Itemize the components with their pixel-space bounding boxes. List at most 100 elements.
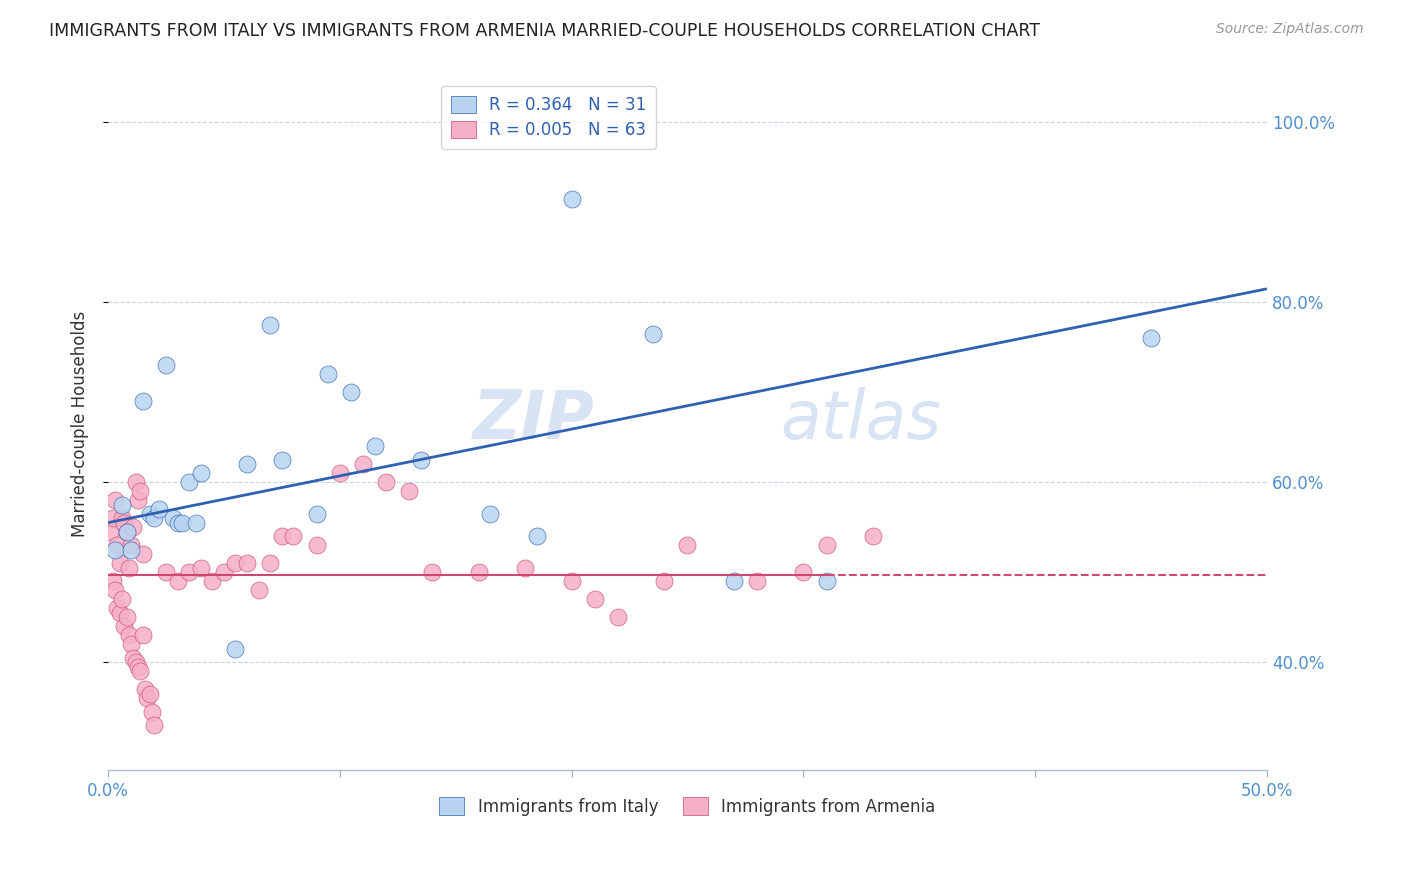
Point bbox=[363, 439, 385, 453]
Point bbox=[104, 583, 127, 598]
Point bbox=[132, 547, 155, 561]
Point bbox=[398, 484, 420, 499]
Point bbox=[375, 475, 398, 490]
Point bbox=[118, 560, 141, 574]
Point bbox=[108, 606, 131, 620]
Point bbox=[111, 592, 134, 607]
Point bbox=[652, 574, 675, 588]
Point bbox=[606, 610, 628, 624]
Point bbox=[138, 507, 160, 521]
Point bbox=[120, 542, 142, 557]
Point bbox=[792, 565, 814, 579]
Point bbox=[641, 326, 664, 341]
Point bbox=[526, 529, 548, 543]
Point bbox=[270, 529, 292, 543]
Point bbox=[127, 659, 149, 673]
Point bbox=[409, 452, 432, 467]
Point bbox=[329, 466, 352, 480]
Point bbox=[143, 511, 166, 525]
Point bbox=[115, 524, 138, 539]
Point bbox=[316, 368, 339, 382]
Point bbox=[305, 507, 328, 521]
Point bbox=[118, 628, 141, 642]
Point bbox=[125, 655, 148, 669]
Point bbox=[129, 484, 152, 499]
Point bbox=[479, 507, 502, 521]
Point bbox=[283, 529, 305, 543]
Point bbox=[155, 565, 177, 579]
Point bbox=[166, 574, 188, 588]
Point bbox=[115, 524, 138, 539]
Point bbox=[112, 619, 135, 633]
Point bbox=[515, 560, 537, 574]
Text: Source: ZipAtlas.com: Source: ZipAtlas.com bbox=[1216, 22, 1364, 37]
Point bbox=[862, 529, 884, 543]
Point bbox=[745, 574, 768, 588]
Point bbox=[224, 556, 246, 570]
Point bbox=[583, 592, 606, 607]
Point bbox=[104, 542, 127, 557]
Point bbox=[270, 452, 292, 467]
Point bbox=[132, 394, 155, 409]
Point bbox=[422, 565, 444, 579]
Point bbox=[259, 318, 281, 332]
Point bbox=[723, 574, 745, 588]
Point bbox=[247, 583, 270, 598]
Point bbox=[676, 538, 699, 552]
Text: atlas: atlas bbox=[780, 387, 941, 453]
Point bbox=[141, 705, 163, 719]
Point bbox=[224, 641, 246, 656]
Point bbox=[104, 493, 127, 508]
Point bbox=[815, 574, 838, 588]
Point bbox=[129, 664, 152, 678]
Point bbox=[101, 574, 124, 588]
Text: ZIP: ZIP bbox=[472, 387, 595, 453]
Point bbox=[1140, 331, 1163, 345]
Point bbox=[105, 601, 128, 615]
Point bbox=[112, 516, 135, 530]
Point bbox=[305, 538, 328, 552]
Point bbox=[561, 574, 583, 588]
Point bbox=[115, 610, 138, 624]
Point bbox=[120, 637, 142, 651]
Point bbox=[236, 556, 259, 570]
Point bbox=[101, 511, 124, 525]
Point bbox=[134, 681, 156, 696]
Text: IMMIGRANTS FROM ITALY VS IMMIGRANTS FROM ARMENIA MARRIED-COUPLE HOUSEHOLDS CORRE: IMMIGRANTS FROM ITALY VS IMMIGRANTS FROM… bbox=[49, 22, 1040, 40]
Point bbox=[108, 556, 131, 570]
Point bbox=[143, 718, 166, 732]
Point bbox=[179, 475, 201, 490]
Point bbox=[212, 565, 235, 579]
Point bbox=[172, 516, 194, 530]
Point bbox=[111, 511, 134, 525]
Point bbox=[120, 538, 142, 552]
Point bbox=[179, 565, 201, 579]
Point bbox=[162, 511, 184, 525]
Point bbox=[201, 574, 224, 588]
Point bbox=[122, 650, 145, 665]
Point bbox=[190, 560, 212, 574]
Point bbox=[259, 556, 281, 570]
Point bbox=[166, 516, 188, 530]
Point bbox=[468, 565, 491, 579]
Point bbox=[122, 520, 145, 534]
Point bbox=[127, 493, 149, 508]
Point bbox=[155, 358, 177, 372]
Point bbox=[132, 628, 155, 642]
Point bbox=[105, 538, 128, 552]
Point bbox=[815, 538, 838, 552]
Point bbox=[136, 691, 159, 706]
Point bbox=[98, 524, 121, 539]
Point bbox=[138, 687, 160, 701]
Point bbox=[111, 498, 134, 512]
Y-axis label: Married-couple Households: Married-couple Households bbox=[72, 310, 89, 537]
Point bbox=[148, 502, 170, 516]
Point bbox=[190, 466, 212, 480]
Point bbox=[125, 475, 148, 490]
Point bbox=[352, 457, 374, 471]
Point bbox=[236, 457, 259, 471]
Point bbox=[561, 192, 583, 206]
Point bbox=[340, 385, 363, 400]
Point bbox=[184, 516, 207, 530]
Legend: Immigrants from Italy, Immigrants from Armenia: Immigrants from Italy, Immigrants from A… bbox=[430, 789, 943, 824]
